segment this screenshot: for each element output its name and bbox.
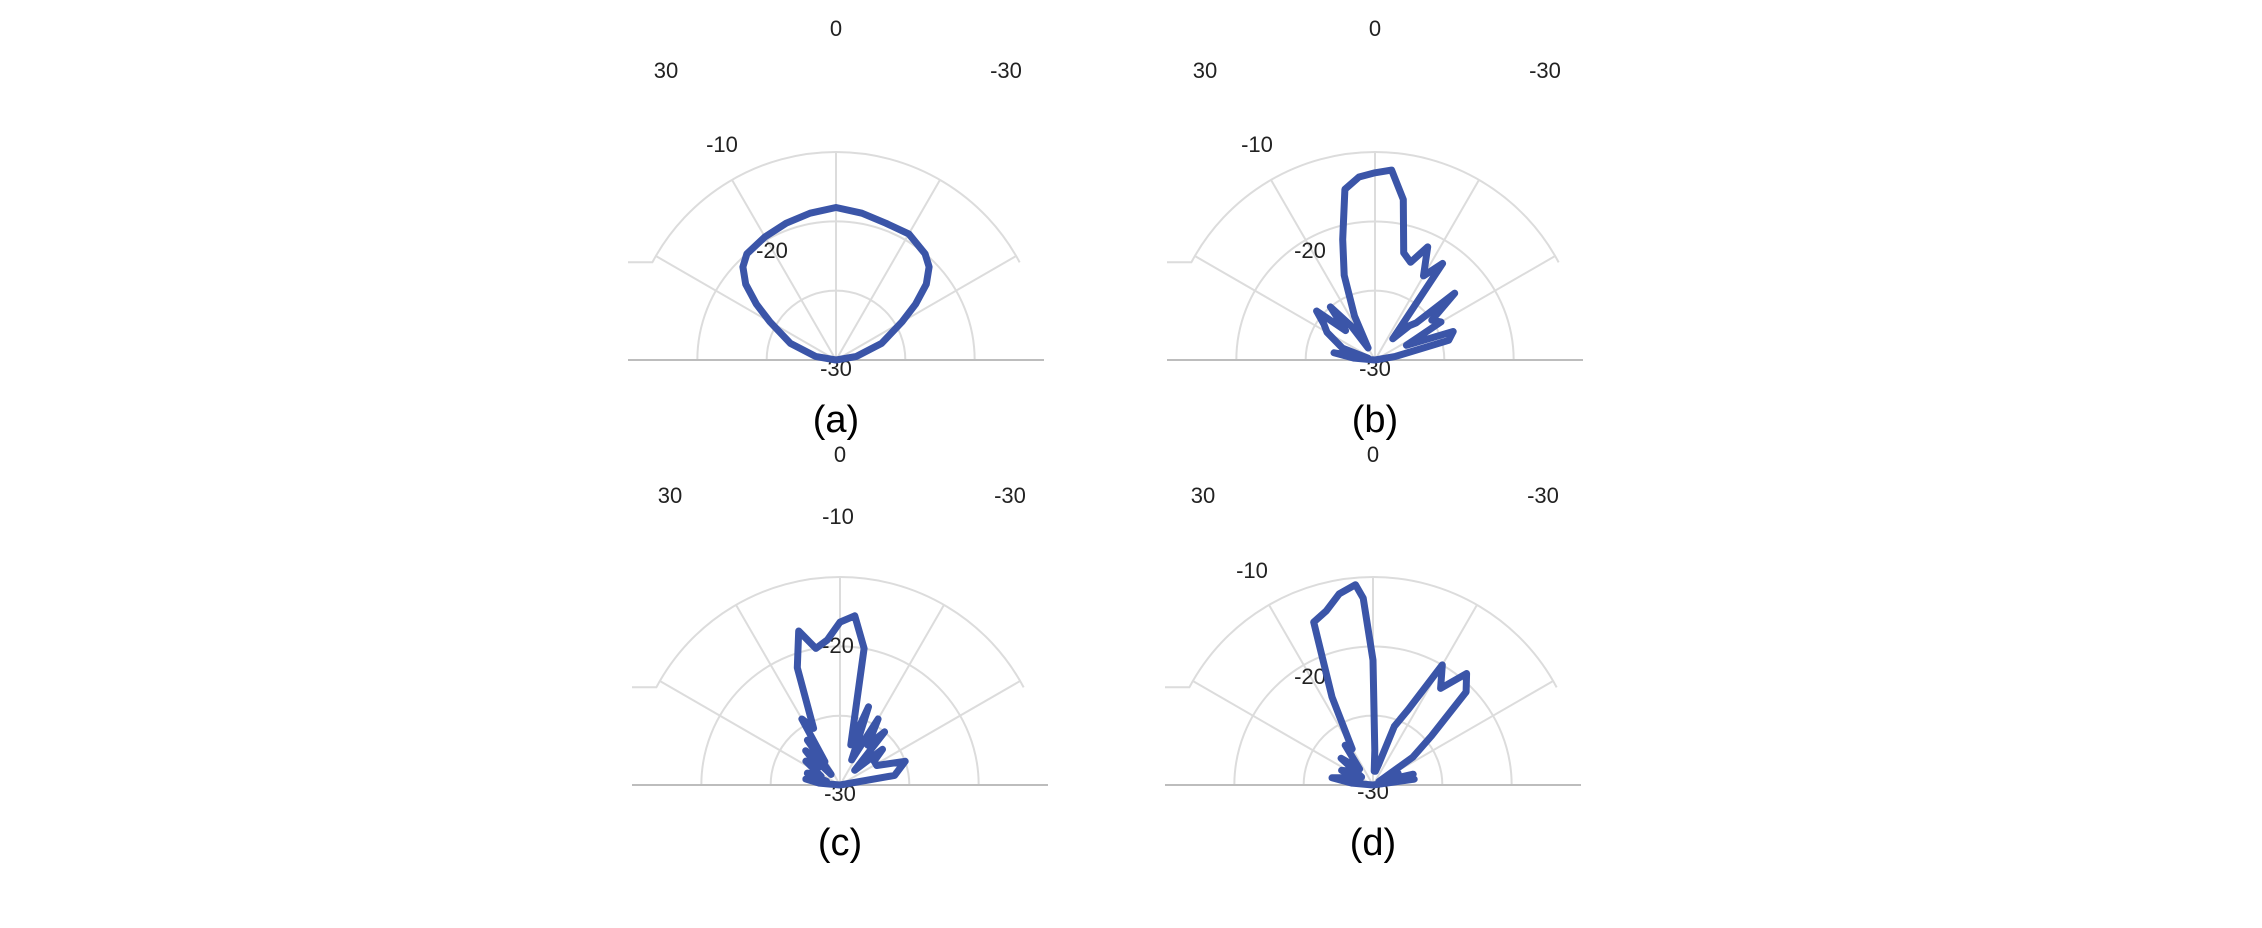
grid-spoke xyxy=(1374,255,1556,361)
radial-tick-label: -20 xyxy=(1294,238,1326,263)
angle-tick-label: -30 xyxy=(1527,483,1559,508)
grid-spoke xyxy=(1194,255,1376,361)
angle-tick-label: 0 xyxy=(1369,16,1381,41)
grid-spoke xyxy=(655,255,837,361)
grid-spoke xyxy=(1268,604,1374,786)
panel-label: (b) xyxy=(1352,399,1398,441)
angle-tick-label: 0 xyxy=(1367,442,1379,467)
angle-tick-label: 30 xyxy=(1193,58,1217,83)
angle-tick-label: 30 xyxy=(1191,483,1215,508)
pattern-trace xyxy=(1313,166,1459,364)
pattern-trace xyxy=(1310,581,1471,789)
panel-label: (c) xyxy=(818,822,862,864)
radial-tick-label: -20 xyxy=(1294,664,1326,689)
angle-tick-label: 30 xyxy=(658,483,682,508)
panels: 030 -30-10-20-30(a)030 -30-10-20-30(b)030-… xyxy=(628,16,1583,864)
angle-tick-label: -30 xyxy=(994,483,1026,508)
pattern-trace xyxy=(793,612,909,789)
grid-spoke xyxy=(731,179,837,361)
angle-tick-label: 30 xyxy=(654,58,678,83)
radial-tick-label: -10 xyxy=(706,132,738,157)
panel-label: (a) xyxy=(813,399,859,441)
radial-tick-label: -10 xyxy=(822,504,854,529)
polar-panel-3: 030 -30-10-20-30(c) xyxy=(632,442,1048,864)
angle-tick-label: 0 xyxy=(834,442,846,467)
angle-tick-label: 0 xyxy=(830,16,842,41)
grid-spoke xyxy=(835,255,1017,361)
grid-spoke xyxy=(835,179,941,361)
angle-tick-label: -30 xyxy=(990,58,1022,83)
grid-spoke xyxy=(1372,604,1478,786)
polar-panel-1: 030 -30-10-20-30(a) xyxy=(628,16,1044,441)
panel-label: (d) xyxy=(1350,822,1396,864)
radial-tick-label: -10 xyxy=(1241,132,1273,157)
pattern-trace xyxy=(739,204,933,364)
polar-panel-4: 030 -30-10-20-30(d) xyxy=(1165,442,1581,864)
polar-panel-2: 030 -30-10-20-30(b) xyxy=(1167,16,1583,441)
radial-tick-label: -10 xyxy=(1236,558,1268,583)
grid-spoke xyxy=(839,680,1021,786)
angle-tick-label: -30 xyxy=(1529,58,1561,83)
